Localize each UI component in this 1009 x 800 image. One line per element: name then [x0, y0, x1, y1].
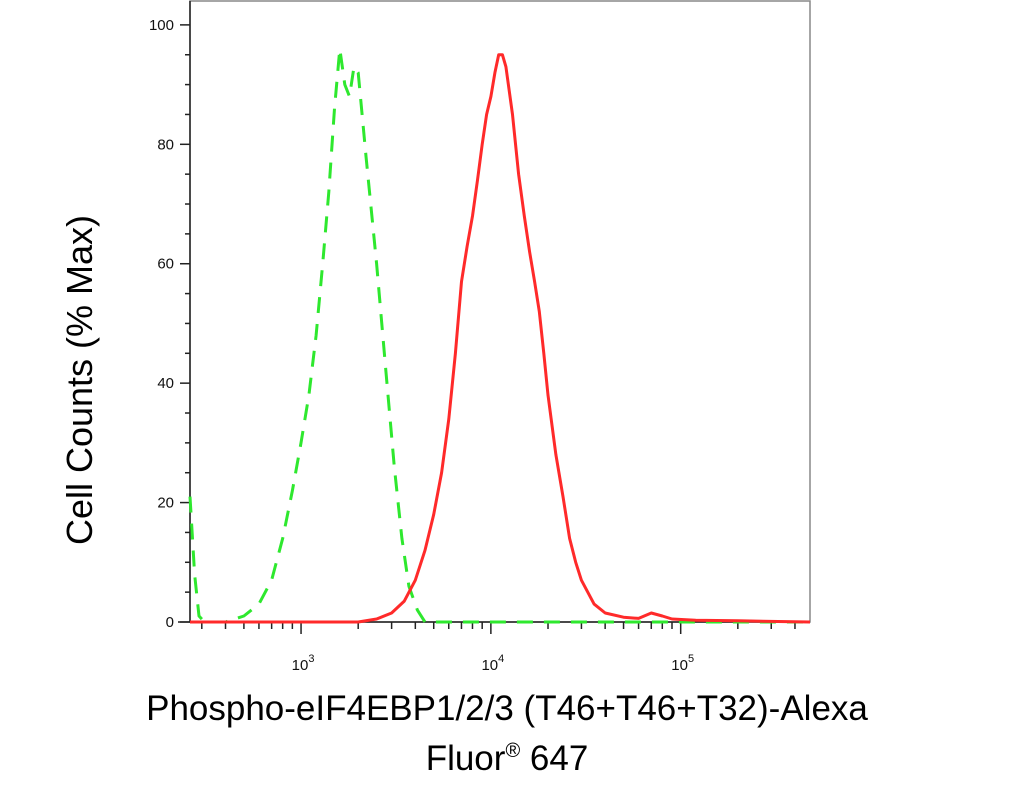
- solid-series-line: [190, 53, 811, 624]
- x-tick-label: 105: [671, 653, 694, 674]
- y-tick-label: 100: [149, 17, 174, 34]
- y-axis-title: Cell Counts (% Max): [59, 215, 100, 545]
- x-tick-label: 104: [481, 653, 504, 674]
- x-tick-label: 103: [292, 653, 315, 674]
- y-tick-label: 60: [157, 256, 174, 273]
- y-tick-label: 20: [157, 495, 174, 512]
- x-axis-title-line1: Phospho-eIF4EBP1/2/3 (T46+T46+T32)-Alexa: [146, 689, 868, 728]
- x-axis-title-line2: Fluor® 647: [426, 739, 589, 778]
- y-tick-label: 80: [157, 136, 174, 153]
- x-axis-title-fluor: Fluor: [426, 739, 506, 778]
- x-axis-title-registered-mark: ®: [505, 740, 520, 762]
- x-axis-title-647: 647: [520, 739, 588, 778]
- y-tick-label: 40: [157, 375, 174, 392]
- plot-frame: [189, 0, 811, 623]
- series-group: [188, 47, 811, 624]
- dashed-series-line: [188, 47, 810, 624]
- y-axis: 0 20 40 60 80 100: [149, 1, 191, 631]
- y-tick-label: 0: [166, 614, 174, 631]
- x-axis: 103 104 105: [178, 621, 810, 674]
